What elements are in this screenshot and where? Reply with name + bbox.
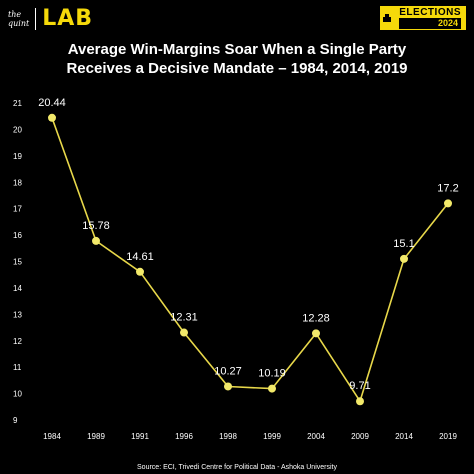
badge-title: ELECTIONS	[399, 7, 461, 18]
y-tick-label: 16	[13, 231, 22, 240]
brand-top-text: the	[8, 9, 22, 19]
data-point	[136, 267, 144, 276]
data-label: 9.71	[349, 380, 370, 392]
x-tick-label: 1984	[43, 432, 61, 441]
data-point	[312, 329, 320, 338]
chart-title-line-1: Average Win-Margins Soar When a Single P…	[67, 41, 407, 58]
ballot-box-icon	[380, 6, 395, 30]
data-label: 12.28	[302, 312, 330, 324]
brand-logo[interactable]: the quint LAB	[8, 6, 93, 31]
y-tick-label: 17	[13, 205, 22, 214]
chart-title: Average Win-Margins Soar When a Single P…	[0, 40, 474, 78]
y-tick-label: 21	[13, 99, 22, 108]
data-label: 17.2	[437, 182, 458, 194]
y-tick-label: 10	[13, 390, 22, 399]
badge-text: ELECTIONS 2024	[394, 6, 466, 30]
data-point	[268, 384, 276, 393]
x-tick-label: 1998	[219, 432, 237, 441]
y-tick-label: 20	[13, 125, 22, 134]
brand-divider	[35, 7, 37, 30]
y-tick-label: 13	[13, 310, 22, 319]
lab-logo: LAB	[42, 6, 94, 31]
x-tick-label: 1991	[131, 432, 149, 441]
the-quint-logo: the quint	[8, 10, 29, 28]
data-point	[92, 236, 100, 245]
data-point	[400, 254, 408, 263]
y-tick-label: 12	[13, 337, 22, 346]
x-tick-label: 1996	[175, 432, 193, 441]
elections-badge: ELECTIONS 2024	[380, 6, 466, 30]
y-tick-label: 18	[13, 178, 22, 187]
y-tick-label: 11	[13, 363, 22, 372]
y-tick-label: 14	[13, 284, 22, 293]
x-tick-label: 2019	[439, 432, 457, 441]
series-line	[51, 117, 449, 403]
data-label: 20.44	[38, 97, 66, 109]
badge-year: 2024	[399, 18, 461, 29]
source-note: Source: ECI, Trivedi Centre for Politica…	[137, 464, 337, 471]
y-tick-label: 19	[13, 152, 22, 161]
data-point	[356, 397, 364, 406]
data-label: 10.19	[258, 368, 286, 380]
data-label: 15.78	[82, 220, 110, 232]
chart-title-line-2: Receives a Decisive Mandate – 1984, 2014…	[66, 60, 408, 77]
data-label: 10.27	[214, 365, 242, 377]
x-tick-label: 1999	[263, 432, 281, 441]
data-point	[180, 328, 188, 337]
data-label: 15.1	[393, 238, 414, 250]
x-tick-label: 2004	[307, 432, 325, 441]
data-label: 12.31	[170, 312, 198, 324]
y-tick-label: 15	[13, 258, 22, 267]
data-point	[224, 382, 232, 391]
data-point	[444, 199, 452, 208]
brand-bottom-text: quint	[8, 18, 30, 28]
x-tick-label: 2009	[351, 432, 369, 441]
data-point	[48, 113, 56, 122]
x-tick-label: 1989	[87, 432, 105, 441]
x-tick-label: 2014	[395, 432, 413, 441]
data-label: 14.61	[126, 251, 154, 263]
y-tick-label: 9	[13, 416, 18, 425]
header: the quint LAB ELECTIONS 2024	[0, 0, 474, 36]
